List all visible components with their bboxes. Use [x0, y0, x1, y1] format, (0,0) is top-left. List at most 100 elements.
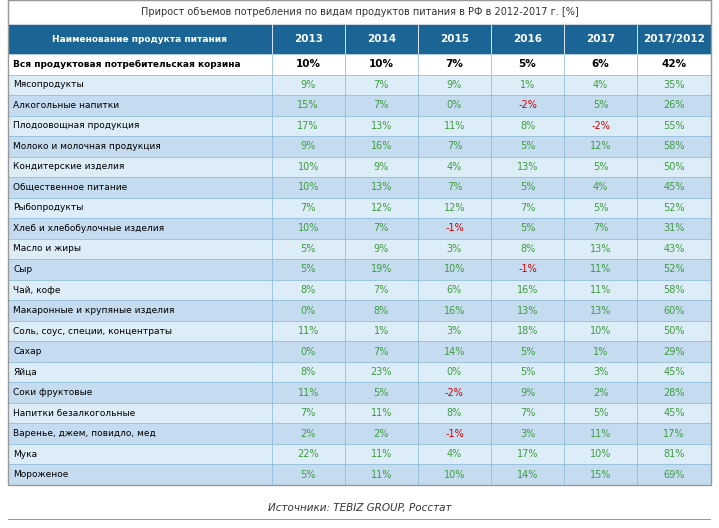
Bar	[8, 382, 272, 403]
Text: 13%: 13%	[590, 306, 611, 316]
Text: 6%: 6%	[592, 59, 610, 69]
Text: 13%: 13%	[590, 244, 611, 254]
Bar	[491, 218, 564, 239]
Text: 5%: 5%	[520, 182, 535, 192]
Bar	[491, 423, 564, 444]
Bar	[8, 136, 272, 157]
Text: 11%: 11%	[298, 388, 319, 398]
Bar	[272, 197, 344, 218]
Bar	[564, 116, 637, 136]
Text: Мороженое: Мороженое	[13, 470, 68, 479]
Bar	[344, 465, 418, 485]
Text: Кондитерские изделия: Кондитерские изделия	[13, 163, 124, 172]
Bar	[637, 24, 711, 54]
Text: 8%: 8%	[374, 306, 389, 316]
Bar	[637, 157, 711, 177]
Text: 9%: 9%	[301, 142, 316, 152]
Text: 60%: 60%	[664, 306, 684, 316]
Bar	[418, 259, 491, 280]
Bar	[491, 116, 564, 136]
Text: -1%: -1%	[445, 429, 464, 439]
Text: 31%: 31%	[664, 223, 684, 233]
Text: 52%: 52%	[664, 203, 685, 213]
Text: 14%: 14%	[444, 346, 465, 356]
Bar	[637, 280, 711, 300]
Text: 16%: 16%	[444, 306, 465, 316]
Text: 69%: 69%	[664, 470, 684, 480]
Text: 17%: 17%	[664, 429, 684, 439]
Bar	[637, 403, 711, 423]
Text: 5%: 5%	[301, 244, 316, 254]
Text: 4%: 4%	[446, 162, 462, 172]
Text: 11%: 11%	[370, 470, 392, 480]
Text: 7%: 7%	[446, 182, 462, 192]
Bar	[418, 423, 491, 444]
Bar	[491, 444, 564, 465]
Text: 2%: 2%	[593, 388, 608, 398]
Text: Макаронные и крупяные изделия: Макаронные и крупяные изделия	[13, 306, 175, 315]
Text: 50%: 50%	[664, 162, 684, 172]
Text: 45%: 45%	[664, 367, 684, 377]
Text: 5%: 5%	[593, 162, 608, 172]
Text: 2015: 2015	[440, 34, 469, 44]
Bar	[8, 74, 272, 95]
Text: 9%: 9%	[301, 80, 316, 90]
Bar	[272, 444, 344, 465]
Text: 10%: 10%	[296, 59, 321, 69]
Text: Источники: TEBIZ GROUP, Росстат: Источники: TEBIZ GROUP, Росстат	[267, 503, 452, 513]
Bar	[272, 157, 344, 177]
Text: 28%: 28%	[664, 388, 684, 398]
Bar	[564, 423, 637, 444]
Text: 17%: 17%	[298, 121, 319, 131]
Bar	[491, 341, 564, 362]
Bar	[344, 403, 418, 423]
Text: 14%: 14%	[517, 470, 539, 480]
Text: 11%: 11%	[370, 408, 392, 418]
Bar	[272, 423, 344, 444]
Text: 9%: 9%	[374, 162, 389, 172]
Text: Вся продуктовая потребительская корзина: Вся продуктовая потребительская корзина	[13, 60, 241, 69]
Bar	[637, 465, 711, 485]
Bar	[564, 177, 637, 197]
Text: 9%: 9%	[374, 244, 389, 254]
Text: 13%: 13%	[370, 121, 392, 131]
Text: 12%: 12%	[590, 142, 611, 152]
Text: 7%: 7%	[374, 80, 389, 90]
Bar	[272, 362, 344, 382]
Text: Сахар: Сахар	[13, 347, 42, 356]
Text: 10%: 10%	[444, 265, 465, 275]
Text: 26%: 26%	[664, 100, 684, 110]
Text: 11%: 11%	[590, 429, 611, 439]
Bar	[344, 239, 418, 259]
Text: 5%: 5%	[301, 470, 316, 480]
Text: 10%: 10%	[590, 326, 611, 336]
Bar	[491, 465, 564, 485]
Bar	[637, 259, 711, 280]
Bar	[564, 321, 637, 341]
Bar	[564, 24, 637, 54]
Bar	[344, 54, 418, 74]
Bar	[637, 423, 711, 444]
Text: 12%: 12%	[370, 203, 392, 213]
Text: Алкогольные напитки: Алкогольные напитки	[13, 101, 119, 110]
Text: 5%: 5%	[593, 203, 608, 213]
Bar	[8, 218, 272, 239]
Bar	[8, 24, 272, 54]
Text: 2017/2012: 2017/2012	[644, 34, 705, 44]
Text: 8%: 8%	[301, 285, 316, 295]
Bar	[637, 197, 711, 218]
Text: Масло и жиры: Масло и жиры	[13, 244, 81, 253]
Text: 16%: 16%	[517, 285, 539, 295]
Bar	[564, 239, 637, 259]
Bar	[344, 177, 418, 197]
Bar	[491, 197, 564, 218]
Text: Напитки безалкогольные: Напитки безалкогольные	[13, 409, 135, 418]
Bar	[418, 341, 491, 362]
Text: 1%: 1%	[593, 346, 608, 356]
Text: 7%: 7%	[446, 142, 462, 152]
Text: 7%: 7%	[374, 346, 389, 356]
Bar	[344, 24, 418, 54]
Bar	[8, 177, 272, 197]
Bar	[637, 382, 711, 403]
Bar	[8, 0, 711, 24]
